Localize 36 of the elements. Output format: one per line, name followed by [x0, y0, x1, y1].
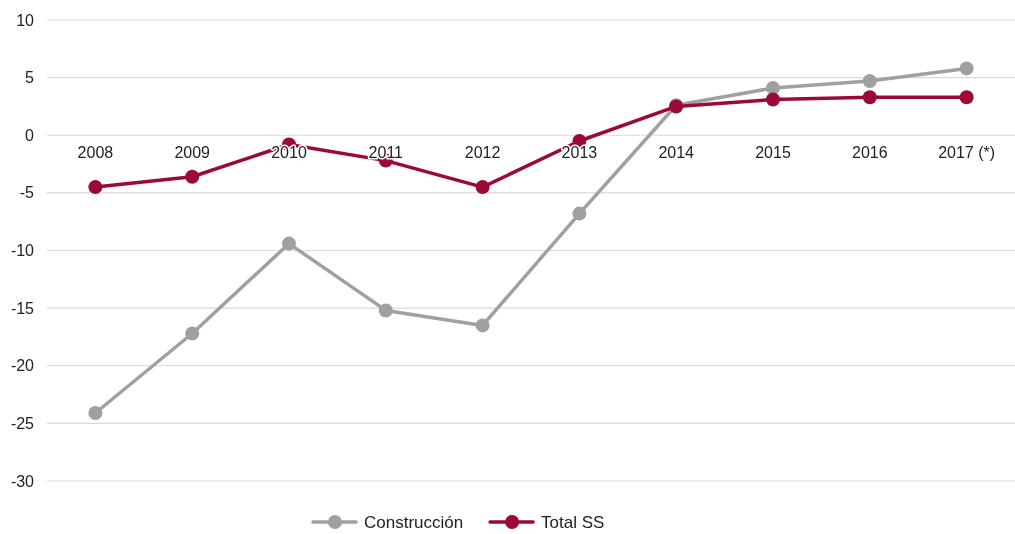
- point: [282, 236, 296, 251]
- y-tick-label: 0: [25, 126, 35, 144]
- y-tick-label: -10: [10, 242, 35, 260]
- point: [959, 90, 974, 105]
- x-tick-label: 2015: [755, 143, 791, 161]
- point: [862, 74, 877, 89]
- y-tick-label: 5: [25, 69, 35, 87]
- point: [475, 180, 490, 195]
- x-tick-label: 2016: [852, 143, 888, 161]
- point: [378, 303, 393, 318]
- point: [572, 206, 587, 221]
- point: [862, 90, 877, 105]
- y-tick-label: -5: [19, 184, 35, 202]
- point: [88, 180, 103, 195]
- x-tick-label: 2008: [77, 143, 114, 161]
- y-tick-label: -15: [10, 299, 35, 317]
- y-tick-label: -25: [10, 414, 35, 432]
- x-tick-label: 2013: [561, 143, 598, 161]
- point: [959, 61, 974, 76]
- y-tick-label: -30: [10, 472, 35, 490]
- x-tick-label: 2012: [464, 143, 501, 161]
- point: [766, 92, 780, 107]
- point: [475, 318, 490, 333]
- y-tick-label: -20: [10, 357, 35, 375]
- x-tick-label: 2010: [271, 143, 307, 161]
- x-tick-label: 2011: [368, 143, 404, 161]
- x-tick-label: 2009: [174, 143, 211, 161]
- legend-label: Total SS: [541, 512, 605, 532]
- point: [88, 406, 103, 420]
- x-tick-label: 2014: [658, 143, 695, 161]
- y-tick-label: 10: [16, 11, 35, 29]
- x-tick-label: 2017 (*): [938, 143, 996, 161]
- point: [185, 169, 200, 184]
- point: [185, 326, 200, 341]
- legend-label: Construcción: [364, 512, 464, 532]
- point: [766, 81, 780, 95]
